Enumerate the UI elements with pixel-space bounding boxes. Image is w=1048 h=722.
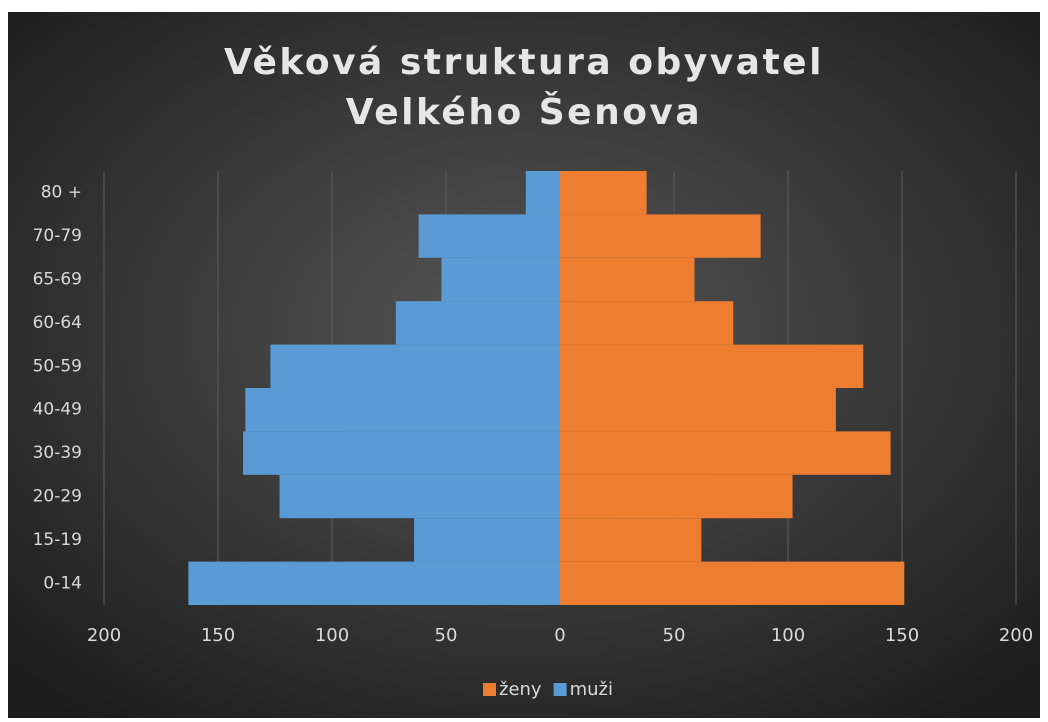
x-tick-label: 0 — [554, 625, 565, 646]
bar — [525, 171, 560, 215]
bar — [395, 301, 560, 345]
bar — [560, 431, 891, 475]
y-tick-label: 30-39 — [33, 443, 82, 463]
x-tick-label: 100 — [771, 625, 805, 646]
bar — [560, 474, 793, 519]
legend-label: ženy — [499, 679, 542, 700]
bar — [418, 214, 560, 258]
y-tick-label: 80 + — [41, 183, 82, 203]
x-tick-label: 100 — [315, 625, 349, 646]
bar — [560, 214, 761, 258]
x-tick-label: 50 — [663, 625, 686, 646]
bar — [245, 388, 561, 432]
bar — [560, 257, 695, 302]
legend-label: muži — [570, 679, 613, 700]
bar — [560, 301, 734, 345]
x-tick-label: 150 — [885, 625, 919, 646]
x-tick-label: 200 — [999, 625, 1033, 646]
y-tick-label: 15-19 — [33, 530, 82, 550]
bar — [560, 344, 864, 388]
bar — [279, 474, 560, 519]
bar — [560, 171, 647, 215]
chart-title: Věková struktura obyvatel Velkého Šenova — [224, 42, 855, 133]
legend-swatch — [483, 683, 496, 696]
y-tick-label: 65-69 — [33, 270, 82, 290]
y-tick-label: 40-49 — [33, 400, 82, 420]
bar — [243, 431, 560, 475]
y-tick-label: 20-29 — [33, 487, 82, 507]
bar — [441, 257, 560, 302]
y-tick-label: 50-59 — [33, 356, 82, 376]
x-tick-label: 150 — [201, 625, 235, 646]
y-tick-label: 60-64 — [33, 313, 82, 333]
bar — [560, 518, 702, 562]
bar — [414, 518, 560, 562]
y-tick-label: 70-79 — [33, 226, 82, 246]
x-tick-label: 50 — [435, 625, 458, 646]
bar — [560, 561, 905, 605]
x-tick-label: 200 — [87, 625, 121, 646]
bar — [270, 344, 560, 388]
y-tick-label: 0-14 — [43, 573, 82, 593]
bar — [188, 561, 561, 605]
bar — [560, 388, 836, 432]
legend-swatch — [553, 683, 567, 696]
